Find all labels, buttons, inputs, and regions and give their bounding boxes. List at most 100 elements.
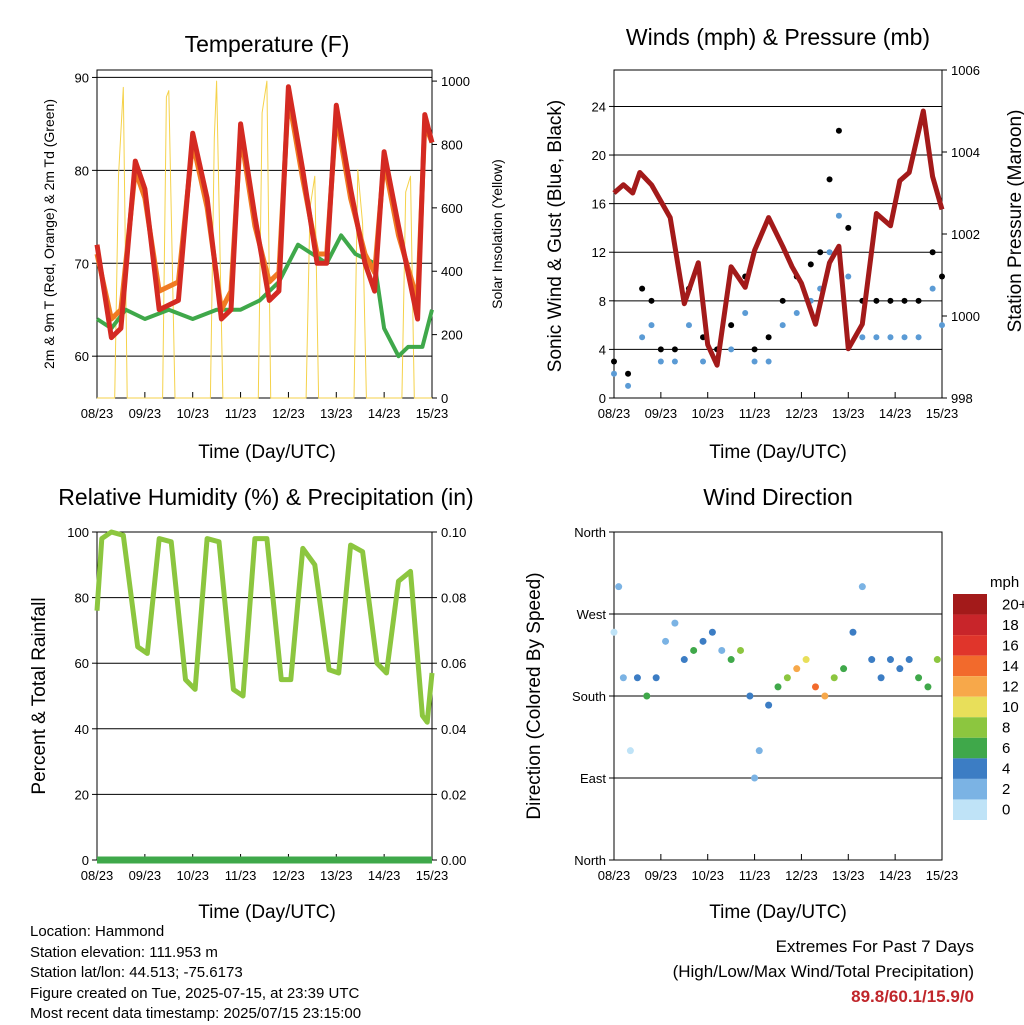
- series-line-t2m: [94, 84, 435, 341]
- x-tick-label: 09/23: [129, 406, 162, 421]
- point-direction: [626, 747, 634, 755]
- point-direction: [662, 637, 670, 645]
- point-direction: [718, 646, 726, 654]
- x-tick-label: 12/23: [785, 406, 818, 421]
- point-gust: [826, 176, 833, 183]
- x-tick-label: 08/23: [81, 406, 114, 421]
- point-direction: [774, 683, 782, 691]
- colorbar-label: 6: [1002, 740, 1010, 757]
- point-wind: [751, 358, 758, 365]
- humidity-xlabel: Time (Day/UTC): [198, 902, 336, 923]
- point-gust: [929, 249, 936, 256]
- y2-tick-label: 0: [441, 391, 448, 406]
- point-wind: [625, 382, 632, 389]
- point-wind: [648, 322, 655, 329]
- winds-plot-area: 08/23 09/23 10/23 11/23 12/23 13/23 14/23 15/23…: [592, 63, 980, 421]
- humidity-title: Relative Humidity (%) & Precipitation (i…: [58, 484, 473, 510]
- colorbar-swatch: [953, 717, 987, 738]
- y-tick-label: 12: [592, 245, 606, 260]
- point-direction: [727, 656, 735, 664]
- humidity-ylabel: Percent & Total Rainfall: [29, 597, 50, 794]
- colorbar-swatch: [953, 758, 987, 779]
- point-wind: [765, 358, 772, 365]
- x-tick-label: 15/23: [416, 406, 449, 421]
- point-direction: [858, 583, 866, 591]
- y2-tick-label: 1000: [951, 309, 980, 324]
- y2-tick-label: 0.06: [441, 656, 466, 671]
- y-tick-label: 20: [592, 148, 606, 163]
- point-gust: [779, 297, 786, 304]
- y-tick-label: 100: [67, 525, 89, 540]
- colorbar-label: 14: [1002, 658, 1019, 675]
- point-gust: [639, 285, 646, 292]
- point-direction: [915, 674, 923, 682]
- y-tick-label: 24: [592, 99, 606, 114]
- y2-tick-label: 0.08: [441, 591, 466, 606]
- point-direction: [699, 637, 707, 645]
- winds-ylabel-right: Station Pressure (Maroon): [1005, 110, 1024, 333]
- point-direction: [746, 692, 754, 700]
- y-tick-label: 40: [75, 722, 89, 737]
- winds-ylabel: Sonic Wind & Gust (Blue, Black): [545, 100, 566, 372]
- temperature-panel: Temperature (F) 08/23 09/23 10/23 11/23 12/2…: [41, 31, 505, 463]
- temperature-ylabel-right: Solar Insolation (Yellow): [489, 159, 505, 309]
- y2-tick-label: 0.02: [441, 787, 466, 802]
- extremes-subtitle: (High/Low/Max Wind/Total Precipitation): [672, 962, 974, 981]
- point-gust: [728, 322, 735, 329]
- colorbar-swatch: [953, 676, 987, 697]
- series-line-rh: [94, 529, 435, 725]
- x-tick-label: 11/23: [739, 868, 771, 883]
- colorbar-swatch: [953, 635, 987, 656]
- point-gust: [765, 334, 772, 341]
- point-wind: [859, 334, 866, 341]
- humidity-plot-area: 08/23 09/23 10/23 11/23 12/23 13/23 14/23 15/23…: [67, 525, 466, 883]
- point-direction: [708, 628, 716, 636]
- point-direction: [811, 683, 819, 691]
- point-direction: [690, 646, 698, 654]
- x-tick-label: 09/23: [645, 406, 678, 421]
- wind-direction-ylabel: Direction (Colored By Speed): [524, 572, 545, 819]
- point-gust: [751, 346, 758, 353]
- speed-colorbar: mph 20+ 18 16 14 12 10 8 6 4 2 0: [953, 574, 1024, 820]
- winds-panel: Winds (mph) & Pressure (mb) 08/23 09/23 10…: [545, 24, 1024, 463]
- point-direction: [793, 665, 801, 673]
- point-direction: [802, 656, 810, 664]
- x-tick-label: 08/23: [598, 868, 631, 883]
- y2-tick-label: 800: [441, 137, 463, 152]
- point-wind: [915, 334, 922, 341]
- y2-tick-label: 0.04: [441, 722, 466, 737]
- x-tick-label: 13/23: [320, 406, 353, 421]
- point-direction: [643, 692, 651, 700]
- y-tick-label: 8: [599, 294, 606, 309]
- x-tick-label: 15/23: [416, 868, 449, 883]
- point-wind: [929, 285, 936, 292]
- point-direction: [671, 619, 679, 627]
- y-tick-label: 70: [75, 256, 89, 271]
- humidity-panel: Relative Humidity (%) & Precipitation (i…: [29, 484, 474, 923]
- station-elevation: Station elevation: 111.953 m: [30, 943, 218, 961]
- x-tick-label: 10/23: [176, 406, 209, 421]
- x-tick-label: 10/23: [691, 406, 724, 421]
- x-tick-label: 12/23: [272, 406, 305, 421]
- point-direction: [751, 774, 759, 782]
- point-gust: [657, 346, 664, 353]
- point-wind: [793, 309, 800, 316]
- point-direction: [821, 692, 829, 700]
- wind-direction-panel: Wind Direction 08/23 09/23 10/23 11/23 12/23…: [524, 484, 1024, 923]
- point-wind: [639, 334, 646, 341]
- series-line-pressure: [612, 108, 945, 368]
- station-location: Location: Hammond: [30, 923, 165, 940]
- point-direction: [755, 747, 763, 755]
- temperature-ylabel: 2m & 9m T (Red, Orange) & 2m Td (Green): [41, 99, 57, 369]
- y2-tick-label: 400: [441, 264, 463, 279]
- wind-direction-xlabel: Time (Day/UTC): [709, 902, 847, 923]
- colorbar-label: 18: [1002, 617, 1019, 634]
- figure-created: Figure created on Tue, 2025-07-15, at 23…: [30, 984, 360, 1002]
- y-tick-label: West: [577, 607, 607, 622]
- x-tick-label: 09/23: [645, 868, 678, 883]
- colorbar-swatch: [953, 614, 987, 636]
- x-tick-label: 13/23: [320, 868, 353, 883]
- series-line-td2m: [95, 233, 434, 359]
- point-wind: [685, 322, 692, 329]
